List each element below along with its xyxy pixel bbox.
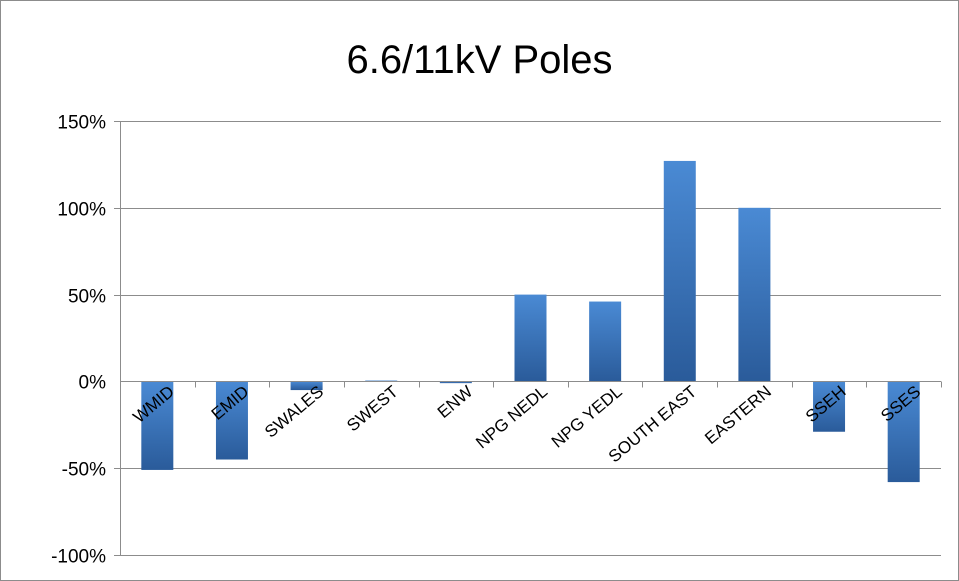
y-tick-label: 0%: [79, 373, 107, 394]
y-tick-label: -100%: [51, 547, 106, 568]
bar-enw: [439, 381, 472, 384]
bar-sseh: [813, 381, 846, 432]
axes: [120, 121, 942, 555]
bar-emid: [215, 381, 248, 460]
bar-swales: [290, 381, 323, 391]
bar-npg-nedl: [514, 294, 547, 382]
chart-title: 6.6/11kV Poles: [346, 38, 613, 82]
bar-npg-yedl: [589, 301, 622, 382]
y-tick-label: 150%: [57, 113, 106, 134]
x-tick-label: SWEST: [343, 382, 402, 435]
bar-south-east: [663, 160, 696, 382]
x-tick-label: NPG NEDL: [472, 382, 551, 452]
y-tick-label: 100%: [57, 200, 106, 221]
x-tick-label: EASTERN: [701, 382, 775, 448]
y-tick-label: 50%: [68, 287, 106, 308]
bar-sses: [887, 381, 920, 483]
y-tick-label: -50%: [62, 460, 106, 481]
bar-eastern: [738, 207, 771, 382]
bar-wmid: [141, 381, 174, 470]
x-tick-label: ENW: [434, 382, 477, 422]
bars: [141, 160, 920, 483]
tick-labels: 150%100%50%0%-50%-100%WMID EMID SWALES SWES…: [51, 113, 924, 568]
x-tick-label: SWALES: [261, 382, 327, 442]
x-tick-label: NPG YEDL: [548, 382, 626, 452]
